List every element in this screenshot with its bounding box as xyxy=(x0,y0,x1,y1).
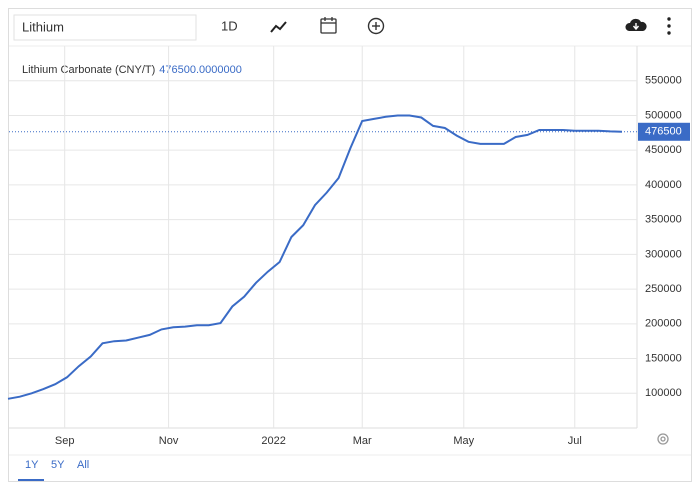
frame xyxy=(8,8,692,482)
x-tick-label: Mar xyxy=(353,435,372,447)
range-tab[interactable]: All xyxy=(77,459,89,471)
chart-title: Lithium Carbonate (CNY/T) xyxy=(22,64,155,76)
range-tab[interactable]: 1Y xyxy=(25,459,39,471)
y-tick-label: 500000 xyxy=(645,109,682,121)
add-icon[interactable] xyxy=(367,17,385,35)
range-tab[interactable]: 5Y xyxy=(51,459,65,471)
menu-icon[interactable] xyxy=(667,17,671,35)
search-text: Lithium xyxy=(22,19,64,34)
x-tick-label: Nov xyxy=(159,435,179,447)
y-tick-label: 350000 xyxy=(645,214,682,226)
y-tick-label: 100000 xyxy=(645,387,682,399)
legend-value: 476500.0000000 xyxy=(159,64,242,76)
active-tab-underline xyxy=(18,479,44,481)
x-tick-label: Sep xyxy=(55,435,75,447)
y-tick-label: 250000 xyxy=(645,283,682,295)
y-tick-label: 550000 xyxy=(645,75,682,87)
y-tick-label: 300000 xyxy=(645,248,682,260)
y-tick-label: 200000 xyxy=(645,318,682,330)
x-tick-label: 2022 xyxy=(261,435,285,447)
y-tick-label: 400000 xyxy=(645,179,682,191)
calendar-icon[interactable] xyxy=(320,17,337,34)
settings-icon[interactable] xyxy=(657,433,669,445)
chart-type-icon[interactable] xyxy=(270,21,287,33)
search-box[interactable] xyxy=(13,14,197,41)
x-tick-label: May xyxy=(453,435,474,447)
last-price-label: 476500 xyxy=(645,126,682,138)
y-tick-label: 150000 xyxy=(645,352,682,364)
download-icon[interactable] xyxy=(625,18,647,31)
x-tick-label: Jul xyxy=(568,435,582,447)
last-price-box xyxy=(638,122,690,141)
y-tick-label: 450000 xyxy=(645,144,682,156)
price-line xyxy=(7,114,623,400)
interval-button[interactable]: 1D xyxy=(221,18,238,33)
